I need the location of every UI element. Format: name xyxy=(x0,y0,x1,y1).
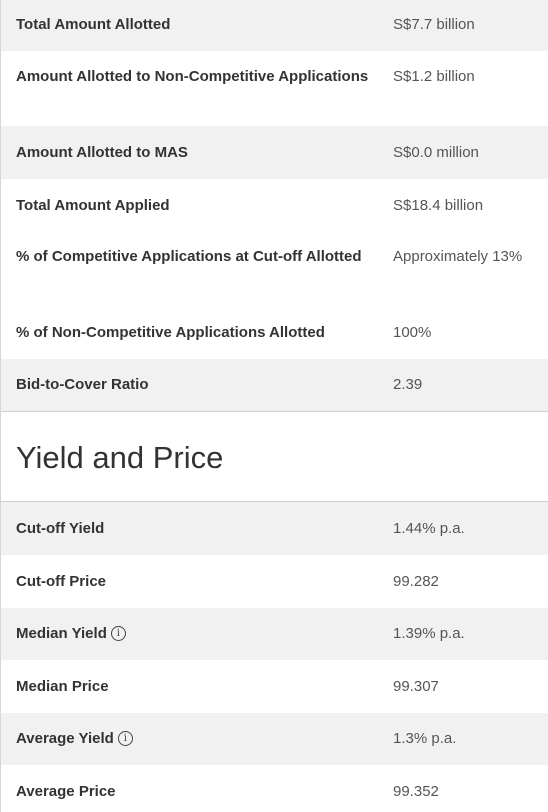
row-label: Total Amount Applied xyxy=(16,197,170,214)
row-label: Average Yield xyxy=(16,730,114,747)
row-value: 2.39 xyxy=(393,376,423,393)
section-title: Yield and Price xyxy=(16,440,224,475)
table-row: Total Amount Applied S$18.4 billion xyxy=(1,179,548,231)
row-label: Median Price xyxy=(16,678,109,695)
row-label: Amount Allotted to MAS xyxy=(16,144,188,161)
table-row: Median Yield i 1.39% p.a. xyxy=(1,608,548,660)
yield-and-price-section-header: Yield and Price xyxy=(1,411,548,502)
table-row: Amount Allotted to MAS S$0.0 million xyxy=(1,126,548,179)
row-label: Total Amount Allotted xyxy=(16,16,171,33)
table-row: Bid-to-Cover Ratio 2.39 xyxy=(1,359,548,411)
row-value: 1.39% p.a. xyxy=(393,625,465,642)
row-label: Median Yield xyxy=(16,625,107,642)
table-row: % of Non-Competitive Applications Allott… xyxy=(1,306,548,359)
info-icon[interactable]: i xyxy=(117,731,133,746)
row-value: 99.307 xyxy=(393,678,439,695)
row-value: S$7.7 billion xyxy=(393,16,475,33)
table-row: Cut-off Price 99.282 xyxy=(1,555,548,608)
row-value: 1.44% p.a. xyxy=(393,520,465,537)
row-label: Amount Allotted to Non-Competitive Appli… xyxy=(16,68,369,85)
row-label: % of Non-Competitive Applications Allott… xyxy=(16,324,325,341)
table-row: Amount Allotted to Non-Competitive Appli… xyxy=(1,51,548,126)
row-label: % of Competitive Applications at Cut-off… xyxy=(16,248,362,265)
row-value: Approximately 13% xyxy=(393,248,523,265)
row-value: S$0.0 million xyxy=(393,144,479,161)
allotment-table: Total Amount Allotted S$7.7 billion Amou… xyxy=(1,0,548,411)
table-row: Average Price 99.352 xyxy=(1,765,548,812)
row-label: Bid-to-Cover Ratio xyxy=(16,376,149,393)
row-label: Cut-off Yield xyxy=(16,520,105,537)
row-value: 100% xyxy=(393,324,432,341)
row-label: Cut-off Price xyxy=(16,573,106,590)
table-row: Cut-off Yield 1.44% p.a. xyxy=(1,502,548,555)
table-row: Median Price 99.307 xyxy=(1,660,548,713)
yield-price-table: Cut-off Yield 1.44% p.a. Cut-off Price 9… xyxy=(1,502,548,812)
table-row: Average Yield i 1.3% p.a. xyxy=(1,713,548,765)
row-label: Average Price xyxy=(16,783,116,800)
row-value: 99.282 xyxy=(393,573,439,590)
row-value: 99.352 xyxy=(393,783,439,800)
row-value: S$1.2 billion xyxy=(393,68,475,85)
table-row: Total Amount Allotted S$7.7 billion xyxy=(1,0,548,51)
table-row: % of Competitive Applications at Cut-off… xyxy=(1,231,548,306)
row-value: 1.3% p.a. xyxy=(393,730,457,747)
row-value: S$18.4 billion xyxy=(393,197,484,214)
info-icon[interactable]: i xyxy=(110,626,126,641)
